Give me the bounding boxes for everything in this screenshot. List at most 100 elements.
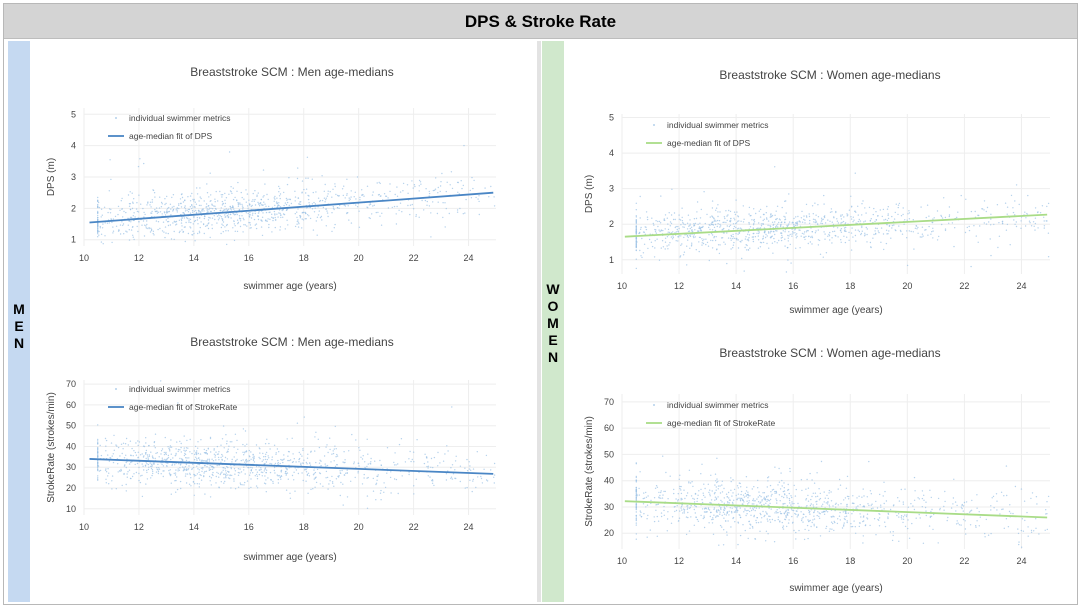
scatter-point: [373, 204, 375, 206]
scatter-point: [241, 215, 243, 217]
x-tick-label: 20: [354, 253, 364, 263]
scatter-point: [409, 213, 411, 216]
scatter-point: [195, 456, 197, 458]
scatter-point: [189, 438, 191, 441]
scatter-point: [765, 511, 767, 513]
scatter-point: [121, 197, 123, 200]
scatter-point: [166, 195, 168, 198]
scatter-point: [757, 479, 759, 482]
scatter-point: [1046, 501, 1048, 503]
scatter-point: [736, 507, 738, 510]
scatter-point: [221, 196, 223, 198]
scatter-point: [805, 498, 808, 500]
scatter-point: [273, 210, 276, 213]
scatter-point: [213, 453, 216, 455]
scatter-point: [393, 478, 396, 480]
scatter-point: [853, 502, 855, 505]
scatter-point: [898, 540, 900, 542]
scatter-point: [820, 460, 823, 463]
scatter-point: [244, 430, 247, 432]
scatter-point: [191, 468, 193, 470]
scatter-point: [772, 488, 775, 491]
scatter-point: [304, 218, 306, 220]
scatter-point: [975, 525, 977, 527]
scatter-point: [398, 443, 401, 446]
scatter-point: [788, 519, 790, 521]
scatter-point: [102, 243, 104, 245]
scatter-point: [198, 463, 201, 466]
scatter-point: [752, 498, 755, 500]
scatter-point: [404, 461, 407, 463]
scatter-point: [768, 247, 770, 249]
scatter-point: [389, 183, 391, 185]
scatter-point: [225, 208, 227, 210]
scatter-point: [319, 200, 321, 203]
scatter-point: [187, 447, 189, 449]
scatter-point: [262, 471, 264, 474]
scatter-point: [232, 206, 234, 208]
scatter-point: [726, 511, 729, 513]
scatter-point: [264, 458, 267, 461]
scatter-point: [666, 245, 668, 247]
scatter-point: [647, 514, 649, 517]
scatter-point: [121, 221, 123, 223]
scatter-point: [99, 469, 102, 472]
scatter-point: [182, 459, 184, 461]
scatter-point: [196, 458, 198, 460]
scatter-point: [466, 486, 468, 489]
scatter-point: [143, 216, 145, 218]
scatter-point: [210, 477, 213, 479]
scatter-point: [146, 469, 148, 472]
scatter-point: [181, 229, 183, 231]
scatter-point: [97, 449, 99, 451]
scatter-point: [783, 487, 785, 489]
scatter-point: [855, 506, 857, 508]
scatter-point: [719, 226, 721, 228]
scatter-point: [259, 452, 261, 454]
scatter-point: [716, 249, 718, 251]
scatter-point: [792, 232, 794, 234]
scatter-point: [195, 474, 197, 477]
scatter-point: [1024, 225, 1027, 227]
scatter-point: [222, 209, 225, 212]
scatter-point: [888, 230, 890, 232]
scatter-point: [915, 225, 917, 227]
scatter-point: [202, 460, 204, 462]
scatter-point: [374, 460, 376, 462]
scatter-point: [756, 498, 758, 500]
scatter-point: [881, 215, 883, 218]
scatter-point: [353, 196, 355, 198]
scatter-point: [753, 222, 755, 225]
scatter-point: [312, 488, 314, 490]
x-tick-label: 24: [1016, 281, 1026, 291]
scatter-point: [215, 482, 217, 484]
scatter-point: [332, 206, 334, 208]
scatter-point: [767, 533, 769, 535]
scatter-point: [843, 518, 846, 520]
scatter-point: [725, 210, 727, 212]
scatter-point: [243, 452, 246, 454]
scatter-point: [766, 235, 768, 237]
scatter-point: [779, 225, 782, 228]
scatter-point: [836, 227, 839, 229]
scatter-point: [708, 224, 710, 226]
scatter-point: [379, 182, 381, 185]
scatter-point: [265, 479, 267, 481]
scatter-point: [896, 514, 898, 517]
scatter-point: [333, 227, 335, 229]
scatter-point: [811, 205, 814, 207]
scatter-point: [730, 234, 732, 237]
scatter-point: [780, 472, 782, 474]
scatter-point: [776, 512, 778, 514]
scatter-point: [653, 520, 656, 523]
scatter-point: [227, 451, 229, 453]
scatter-point: [212, 471, 214, 474]
scatter-point: [323, 197, 326, 199]
scatter-point: [178, 203, 180, 205]
scatter-point: [717, 485, 720, 487]
scatter-point: [823, 216, 826, 219]
scatter-point: [702, 494, 705, 497]
scatter-point: [646, 518, 648, 520]
scatter-point: [284, 228, 286, 230]
scatter-point: [899, 229, 902, 232]
